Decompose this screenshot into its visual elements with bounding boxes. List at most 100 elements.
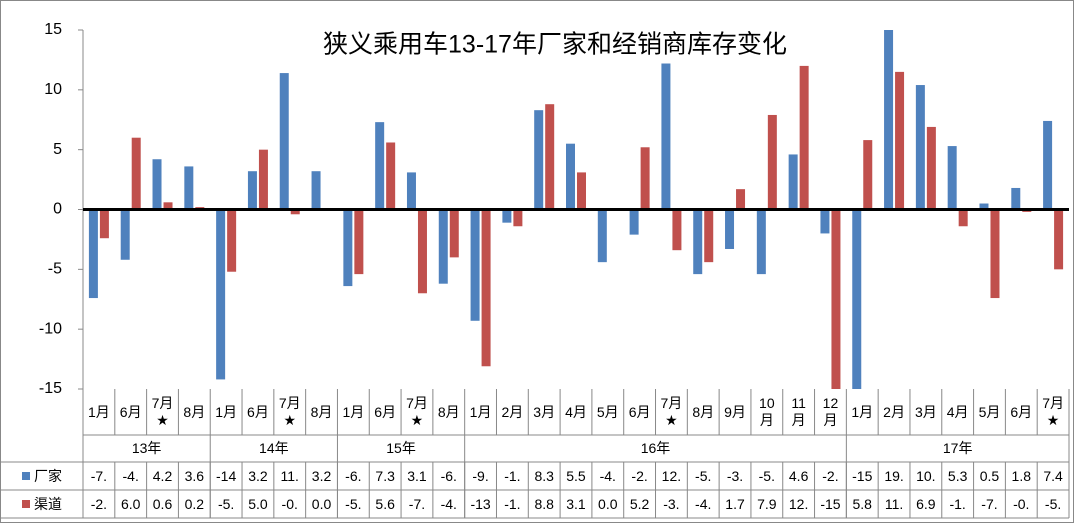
x-tick-label: 7月 ★ bbox=[151, 395, 174, 428]
bar bbox=[640, 147, 650, 210]
bar bbox=[725, 209, 735, 249]
data-label: 1.7 bbox=[725, 495, 745, 512]
data-label: 8.8 bbox=[534, 495, 554, 512]
y-tick-label: 5 bbox=[53, 141, 62, 158]
x-tick-label: 6月 bbox=[247, 403, 269, 420]
legend-swatch bbox=[22, 500, 30, 508]
data-label: 12. bbox=[661, 467, 682, 484]
y-tick-label: -10 bbox=[39, 320, 62, 337]
bar bbox=[566, 143, 575, 210]
data-label: -9. bbox=[472, 467, 489, 484]
bar bbox=[820, 209, 830, 234]
data-label: 11. bbox=[280, 467, 299, 484]
x-tick-label: 4月 bbox=[946, 403, 969, 420]
x-tick-label: 8月 bbox=[437, 403, 460, 420]
data-label: -2. bbox=[822, 467, 839, 484]
bar bbox=[577, 172, 586, 210]
x-tick-label: 5月 bbox=[596, 403, 619, 420]
data-label: 5.6 bbox=[375, 495, 395, 512]
bar bbox=[152, 159, 162, 210]
bar bbox=[693, 209, 703, 275]
data-label: 3.6 bbox=[184, 467, 205, 484]
x-tick-label: 1月 bbox=[215, 403, 238, 420]
x-tick-label: 1月 bbox=[342, 403, 365, 420]
x-tick-label: 7月 ★ bbox=[406, 395, 428, 428]
bar bbox=[947, 146, 957, 210]
legend-label: 渠道 bbox=[34, 495, 62, 512]
data-label: -6. bbox=[440, 467, 457, 484]
bar bbox=[979, 203, 989, 210]
data-label: 3.1 bbox=[566, 495, 586, 512]
y-tick-label: 15 bbox=[44, 21, 62, 38]
data-label: -3. bbox=[663, 495, 680, 512]
bar bbox=[990, 209, 1000, 299]
bar bbox=[216, 209, 226, 380]
data-label: -2. bbox=[631, 467, 648, 484]
x-tick-label: 10 月 bbox=[759, 395, 775, 428]
data-label: 6.9 bbox=[916, 495, 936, 512]
bar bbox=[756, 209, 766, 275]
data-label: -13 bbox=[470, 495, 491, 512]
data-label: 0.0 bbox=[311, 495, 332, 512]
x-tick-label: 6月 bbox=[628, 403, 651, 420]
data-label: -5. bbox=[345, 495, 362, 512]
data-label: -5. bbox=[758, 467, 775, 484]
x-tick-label: 6月 bbox=[374, 403, 397, 420]
data-label: -5. bbox=[1044, 495, 1062, 512]
bar bbox=[1043, 120, 1053, 210]
data-label: 6.0 bbox=[120, 495, 141, 512]
bar bbox=[958, 209, 968, 227]
bar bbox=[184, 166, 194, 210]
bar bbox=[895, 71, 905, 210]
group-label: 14年 bbox=[259, 440, 289, 456]
bar bbox=[513, 209, 523, 227]
data-label: 12. bbox=[788, 495, 809, 512]
data-label: 8.3 bbox=[534, 467, 554, 484]
data-label: -3. bbox=[726, 467, 744, 484]
group-label: 13年 bbox=[131, 440, 162, 456]
data-label: -5. bbox=[695, 467, 712, 484]
bar bbox=[534, 110, 544, 210]
group-label: 17年 bbox=[942, 440, 973, 456]
x-tick-label: 9月 bbox=[724, 403, 746, 420]
data-label: 4.2 bbox=[152, 467, 173, 484]
bar bbox=[438, 209, 448, 284]
x-tick-label: 6月 bbox=[1010, 403, 1033, 420]
x-tick-label: 7月 ★ bbox=[1042, 395, 1064, 428]
x-tick-label: 8月 bbox=[183, 403, 206, 420]
data-label: 5.8 bbox=[852, 495, 872, 512]
data-label: 3.2 bbox=[311, 467, 332, 484]
bar bbox=[767, 114, 777, 210]
bar bbox=[788, 154, 798, 210]
data-label: 7.4 bbox=[1043, 467, 1063, 484]
data-label: 19. bbox=[884, 467, 904, 484]
legend-label: 厂家 bbox=[34, 467, 62, 484]
bar bbox=[915, 85, 925, 210]
bar bbox=[597, 209, 607, 263]
bar bbox=[863, 140, 873, 210]
data-label: 0.6 bbox=[152, 495, 173, 512]
bar bbox=[629, 209, 639, 235]
data-label: -4. bbox=[695, 495, 712, 512]
bar bbox=[99, 209, 109, 239]
data-label: -4. bbox=[440, 495, 457, 512]
x-tick-label: 4月 bbox=[565, 403, 587, 420]
bar bbox=[311, 171, 321, 210]
x-tick-label: 1月 bbox=[88, 403, 110, 420]
bar bbox=[1054, 209, 1064, 270]
bar bbox=[852, 209, 862, 389]
x-tick-label: 7月 ★ bbox=[660, 395, 683, 428]
data-label: -15 bbox=[820, 495, 841, 512]
data-label: -1. bbox=[504, 467, 521, 484]
x-tick-label: 3月 bbox=[533, 403, 556, 420]
group-label: 16年 bbox=[640, 440, 671, 456]
bar bbox=[131, 137, 141, 210]
chart-title: 狭义乘用车13-17年厂家和经销商库存变化 bbox=[323, 31, 787, 59]
group-label: 15年 bbox=[386, 440, 416, 456]
data-label: 0.5 bbox=[979, 467, 1000, 484]
data-label: -1. bbox=[504, 495, 521, 512]
bar bbox=[470, 209, 480, 321]
data-label: -7. bbox=[981, 495, 998, 512]
data-label: -7. bbox=[90, 467, 108, 484]
